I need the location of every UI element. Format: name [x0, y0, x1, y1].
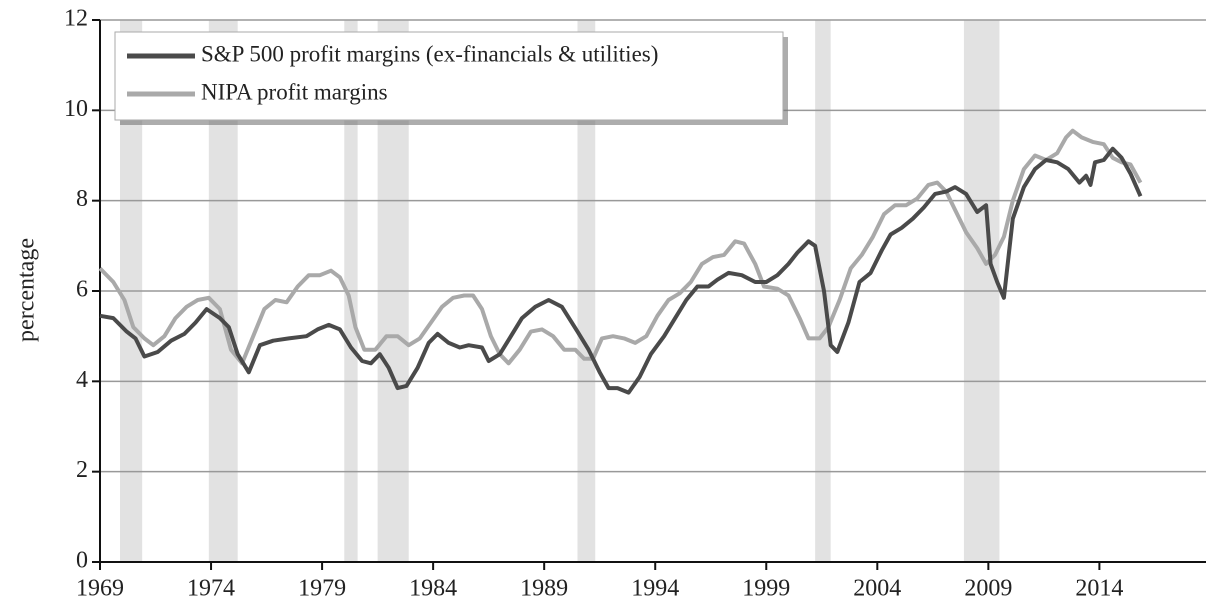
x-tick-label: 1979 — [298, 576, 346, 602]
y-axis-label: percentage — [14, 238, 40, 342]
series-line — [98, 128, 1143, 366]
x-tick-label: 1994 — [631, 576, 679, 602]
legend-label: NIPA profit margins — [201, 79, 388, 104]
y-tick-label: 12 — [64, 6, 88, 32]
legend-label: S&P 500 profit margins (ex-financials & … — [201, 41, 658, 66]
x-tick-label: 1989 — [520, 576, 568, 602]
x-tick-label: 1984 — [409, 576, 457, 602]
y-tick-label: 10 — [64, 96, 88, 122]
y-tick-label: 4 — [76, 367, 88, 393]
x-tick-label: 2009 — [964, 576, 1012, 602]
x-tick-label: 1974 — [187, 576, 235, 602]
series-line — [99, 146, 1143, 395]
y-tick-label: 6 — [76, 277, 88, 303]
legend-box — [114, 31, 784, 121]
y-tick-label: 0 — [76, 548, 88, 574]
x-tick-label: 2004 — [853, 576, 901, 602]
x-tick-label: 1999 — [742, 576, 790, 602]
x-tick-label: 2014 — [1075, 576, 1123, 602]
y-tick-label: 2 — [76, 457, 88, 483]
x-tick-label: 1969 — [76, 576, 124, 602]
y-tick-label: 8 — [76, 186, 88, 212]
